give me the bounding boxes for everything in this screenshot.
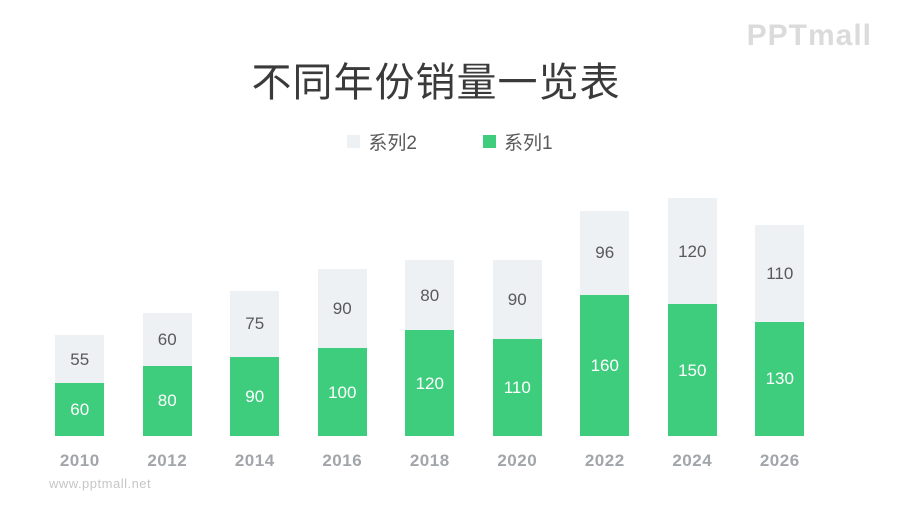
chart-column-2010: 55 60 — [36, 190, 124, 436]
stacked-bar-2022[interactable]: 96 160 — [580, 210, 630, 436]
bar-segment-series1[interactable]: 160 — [580, 295, 630, 436]
bar-segment-series2[interactable]: 75 — [230, 290, 280, 357]
legend-item-label: 系列2 — [368, 133, 417, 154]
legend-swatch-icon — [483, 135, 496, 148]
stacked-bar-2026[interactable]: 110 130 — [755, 224, 805, 436]
chart-legend: 系列2 系列1 — [0, 128, 900, 155]
x-axis-tick-label: 2022 — [584, 451, 625, 470]
legend-swatch-icon — [347, 135, 361, 148]
data-label-series2: 90 — [507, 290, 527, 310]
chart-title: 不同年份销量一览表 — [251, 61, 621, 105]
bar-segment-series1[interactable]: 120 — [405, 330, 455, 436]
bar-segment-series2[interactable]: 80 — [405, 260, 455, 331]
data-label-series2: 60 — [157, 329, 177, 349]
watermark-url: www.pptmall.net — [49, 476, 152, 491]
chart-column-2026: 110 130 — [736, 190, 824, 436]
bar-segment-series1[interactable]: 100 — [317, 348, 367, 436]
stacked-bar-2016[interactable]: 90 100 — [317, 268, 367, 436]
data-label-series1: 160 — [590, 356, 619, 376]
x-axis-tick-label: 2010 — [59, 451, 100, 470]
x-axis-tick-label: 2014 — [234, 451, 275, 470]
chart-column-2016: 90 100 — [299, 190, 387, 436]
chart-plot-area: 55 60 60 80 75 90 90 100 80 120 90 110 96 160 120 150 11… — [36, 190, 824, 436]
data-label-series2: 110 — [766, 263, 794, 283]
chart-column-2018: 80 120 — [386, 190, 474, 436]
x-axis-tick-label: 2018 — [409, 451, 450, 470]
x-axis-tick-label: 2020 — [497, 451, 538, 470]
data-label-series1: 80 — [157, 391, 177, 411]
stacked-bar-2012[interactable]: 60 80 — [142, 312, 192, 436]
x-axis-tick-label: 2016 — [322, 451, 363, 470]
data-label-series2: 120 — [678, 241, 707, 261]
bar-segment-series2[interactable]: 90 — [492, 260, 542, 340]
legend-item-系列2[interactable]: 系列2 — [347, 128, 417, 155]
data-label-series1: 110 — [503, 378, 531, 398]
x-axis-tick-label: 2012 — [147, 451, 188, 470]
x-axis-tick-label: 2024 — [672, 451, 713, 470]
bar-segment-series1[interactable]: 80 — [142, 365, 192, 436]
data-label-series2: 55 — [70, 349, 90, 369]
legend-item-label: 系列1 — [504, 133, 553, 154]
bar-segment-series2[interactable]: 110 — [755, 224, 805, 322]
data-label-series2: 90 — [332, 298, 352, 318]
chart-column-2024: 120 150 — [649, 190, 737, 436]
bar-segment-series1[interactable]: 130 — [755, 321, 805, 436]
data-label-series1: 150 — [678, 360, 707, 380]
stacked-bar-2024[interactable]: 120 150 — [667, 198, 717, 436]
stacked-bar-2018[interactable]: 80 120 — [405, 260, 455, 436]
chart-column-2022: 96 160 — [561, 190, 649, 436]
data-label-series1: 120 — [415, 373, 444, 393]
legend-item-系列1[interactable]: 系列1 — [483, 128, 553, 155]
data-label-series2: 96 — [595, 243, 615, 263]
chart-column-2014: 75 90 — [211, 190, 299, 436]
stacked-bar-2010[interactable]: 55 60 — [55, 334, 105, 436]
bar-segment-series1[interactable]: 150 — [667, 304, 717, 436]
data-label-series1: 100 — [328, 382, 357, 402]
bar-segment-series2[interactable]: 90 — [317, 268, 367, 348]
bar-segment-series2[interactable]: 60 — [142, 312, 192, 366]
data-label-series1: 130 — [765, 369, 794, 389]
bar-segment-series2[interactable]: 96 — [580, 210, 630, 296]
chart-column-2012: 60 80 — [124, 190, 212, 436]
stacked-bar-2014[interactable]: 75 90 — [230, 290, 280, 436]
data-label-series2: 75 — [245, 314, 265, 334]
x-axis-labels: 2010 2012 2014 2016 2018 2020 2022 2024 2026 — [36, 451, 824, 471]
bar-segment-series1[interactable]: 110 — [492, 339, 542, 436]
data-label-series1: 60 — [70, 400, 90, 420]
data-label-series2: 80 — [420, 285, 440, 305]
bar-segment-series1[interactable]: 60 — [55, 383, 105, 436]
bar-segment-series2[interactable]: 120 — [667, 198, 717, 304]
data-label-series1: 90 — [245, 386, 265, 406]
bar-segment-series1[interactable]: 90 — [230, 356, 280, 436]
chart-column-2020: 90 110 — [474, 190, 562, 436]
stacked-bar-2020[interactable]: 90 110 — [492, 260, 542, 436]
bar-segment-series2[interactable]: 55 — [55, 334, 105, 384]
pptmall-logo: PPTmall — [746, 19, 872, 52]
x-axis-tick-label: 2026 — [759, 451, 800, 470]
